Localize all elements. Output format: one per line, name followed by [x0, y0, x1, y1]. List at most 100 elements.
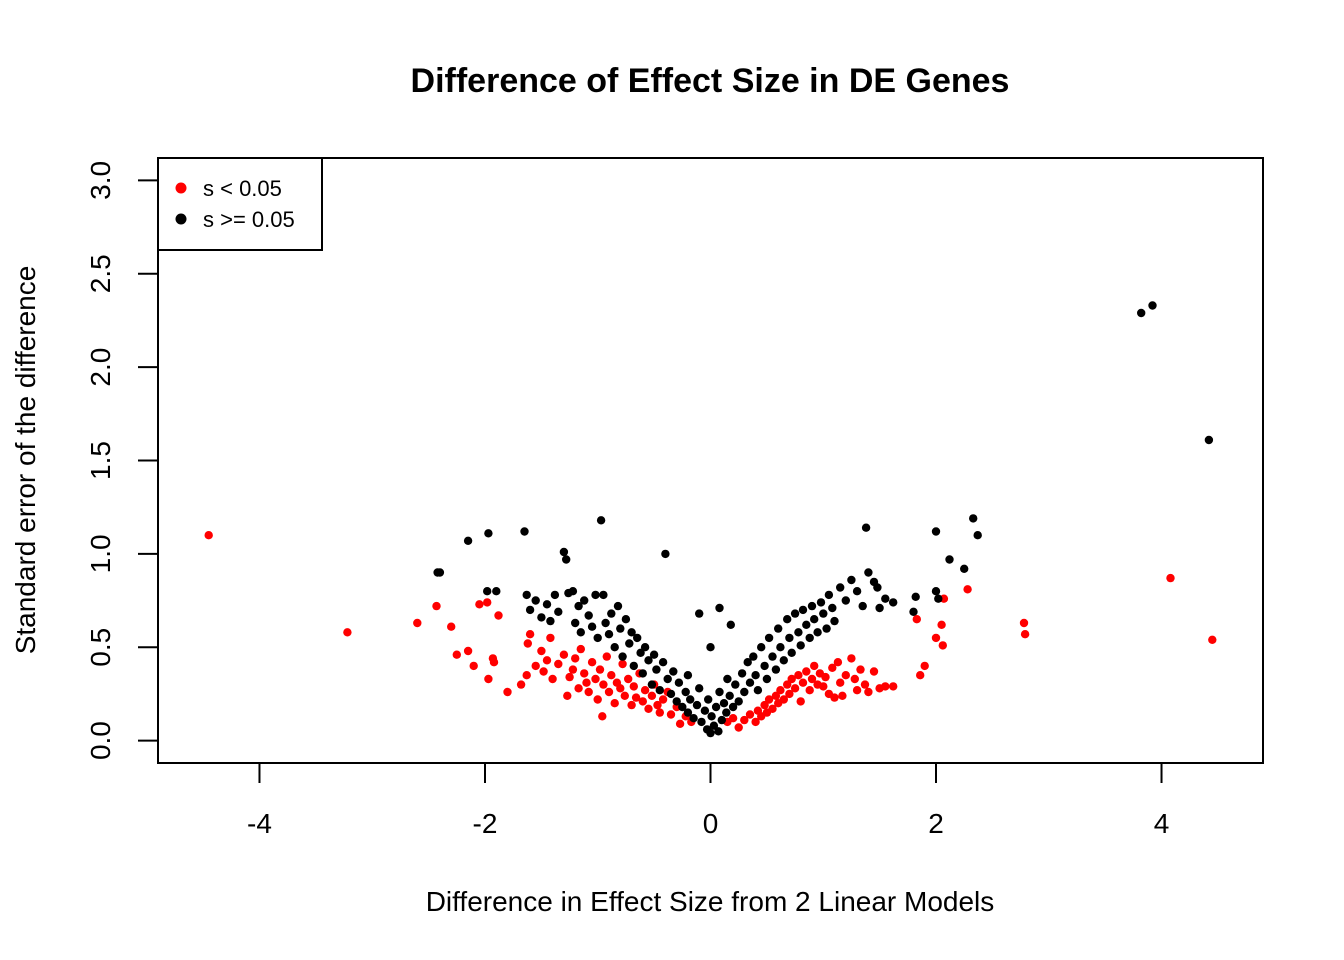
data-point — [745, 710, 755, 719]
data-point — [745, 678, 755, 687]
data-point — [864, 687, 873, 697]
data-point — [785, 633, 794, 643]
data-point — [598, 712, 607, 721]
data-point — [1019, 618, 1029, 628]
y-axis-label: Standard error of the difference — [10, 266, 41, 655]
data-point — [776, 643, 785, 652]
data-point — [580, 596, 589, 605]
data-point — [813, 628, 822, 637]
data-point — [938, 641, 947, 650]
data-point — [764, 695, 774, 704]
y-tick-label: 3.0 — [85, 161, 116, 200]
y-tick-label: 1.5 — [85, 441, 116, 480]
data-point — [945, 555, 954, 564]
data-point — [920, 661, 929, 671]
data-point — [1166, 573, 1175, 583]
data-point — [633, 633, 642, 643]
data-point — [644, 704, 653, 713]
data-point — [610, 643, 619, 652]
data-point — [531, 661, 540, 671]
data-point — [810, 615, 819, 624]
data-point — [1204, 435, 1214, 445]
data-point — [852, 686, 862, 695]
data-point — [802, 620, 811, 629]
data-point — [484, 674, 493, 684]
data-point — [723, 674, 732, 684]
data-point — [768, 652, 777, 661]
data-point — [725, 691, 734, 700]
data-point — [669, 667, 678, 676]
data-point — [537, 613, 546, 622]
data-point — [584, 687, 593, 697]
data-point — [749, 652, 758, 661]
data-point — [631, 693, 641, 702]
data-point — [695, 609, 704, 618]
data-point — [683, 708, 693, 717]
data-point — [757, 643, 766, 652]
data-point — [771, 665, 781, 674]
legend-label-not-significant: s >= 0.05 — [203, 207, 295, 232]
data-point — [625, 639, 634, 648]
data-point — [542, 656, 552, 665]
data-point — [1020, 630, 1030, 639]
data-point — [576, 644, 585, 654]
x-axis-label: Difference in Effect Size from 2 Linear … — [426, 886, 995, 917]
data-point — [492, 587, 501, 596]
data-point — [568, 665, 578, 674]
data-point — [343, 628, 352, 637]
data-point — [658, 695, 668, 704]
data-point — [483, 587, 492, 596]
data-point — [636, 648, 645, 657]
data-point — [771, 691, 781, 700]
data-point — [629, 682, 638, 691]
data-point — [593, 695, 602, 704]
data-point — [554, 607, 563, 616]
data-point — [805, 633, 814, 643]
data-point — [909, 607, 918, 616]
data-point — [715, 687, 724, 697]
data-point — [531, 596, 540, 605]
data-point — [447, 622, 456, 631]
data-point — [653, 700, 662, 710]
y-tick-label: 0.0 — [85, 721, 116, 760]
data-point — [790, 684, 800, 693]
data-point — [810, 661, 819, 671]
data-point — [751, 671, 760, 680]
data-point — [463, 536, 473, 545]
data-point — [715, 603, 724, 613]
data-point — [785, 689, 794, 699]
data-point — [666, 689, 676, 699]
data-point — [638, 697, 647, 706]
data-point — [672, 697, 681, 706]
data-point — [469, 661, 478, 671]
data-point — [563, 691, 572, 700]
data-point — [452, 650, 461, 659]
data-point — [620, 691, 629, 700]
data-point — [580, 669, 589, 678]
data-point — [562, 555, 571, 564]
data-point — [593, 633, 602, 643]
data-point — [629, 661, 638, 671]
data-point — [618, 652, 627, 661]
data-point — [762, 674, 772, 684]
data-point — [686, 695, 695, 704]
data-point — [728, 714, 738, 723]
data-point — [821, 672, 830, 682]
legend-marker-significant — [175, 182, 187, 194]
data-point — [779, 695, 788, 704]
data-points — [204, 301, 1217, 738]
data-point — [484, 529, 493, 538]
data-point — [816, 598, 826, 607]
data-point — [666, 710, 676, 719]
data-point — [836, 678, 845, 687]
data-point — [960, 564, 969, 573]
data-point — [584, 611, 593, 620]
data-point — [618, 659, 627, 669]
data-point — [647, 680, 657, 689]
data-point — [728, 702, 738, 712]
data-point — [624, 674, 633, 684]
data-point — [726, 620, 735, 629]
data-point — [568, 587, 578, 596]
data-point — [774, 624, 783, 633]
data-point — [695, 684, 704, 693]
